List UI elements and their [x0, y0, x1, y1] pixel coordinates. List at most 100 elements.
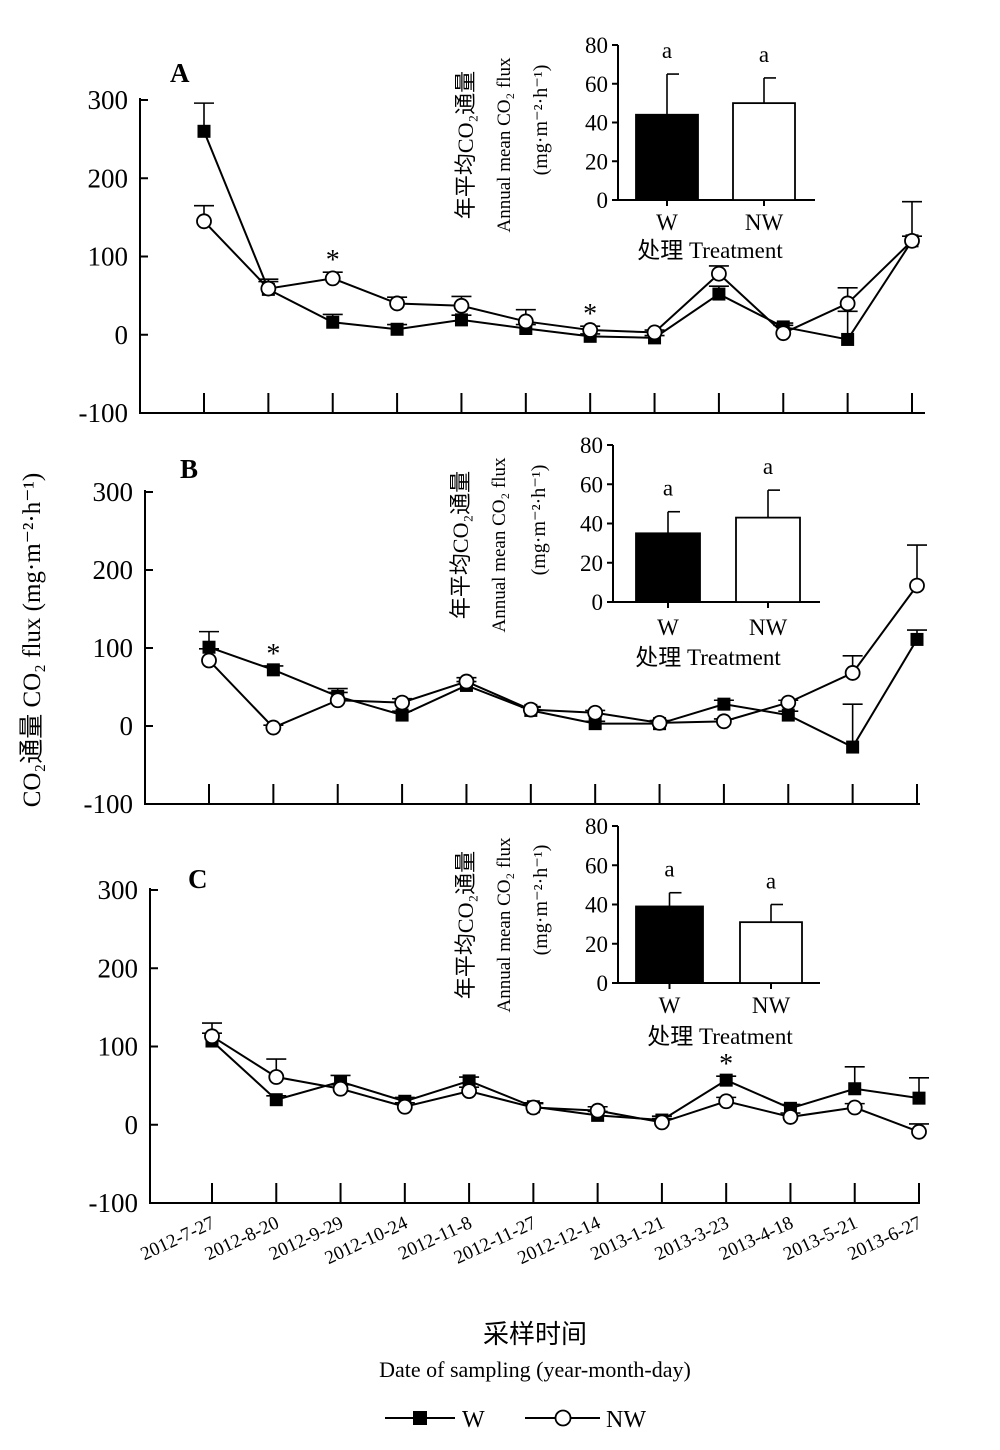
point-nw: [453, 297, 470, 314]
legend: W NW: [385, 1407, 646, 1433]
inset-bar-w: [635, 905, 704, 984]
y-tick-label: 100: [93, 633, 134, 663]
point-w: [719, 1073, 733, 1087]
inset-y-tick-label: 20: [585, 932, 608, 957]
point-nw: [782, 1109, 799, 1125]
significance-star: *: [583, 299, 597, 330]
point-nw: [909, 577, 925, 594]
point-w: [395, 708, 409, 722]
panel-label: A: [170, 58, 190, 88]
point-nw: [716, 713, 732, 730]
point-nw: [846, 1099, 863, 1116]
y-tick-label: -100: [89, 1188, 139, 1218]
point-w: [781, 708, 795, 722]
point-nw: [265, 719, 282, 736]
point-w: [712, 287, 726, 301]
y-tick-label: 300: [98, 875, 139, 905]
point-w: [846, 740, 860, 754]
inset-y-tick-label: 80: [585, 33, 608, 58]
inset-y-label-en: Annual mean CO₂ flux: [494, 57, 515, 232]
point-nw: [718, 1093, 735, 1110]
significance-star: *: [719, 1049, 733, 1080]
y-tick-label: 0: [115, 320, 129, 350]
point-nw: [522, 701, 539, 718]
point-nw: [911, 1123, 927, 1140]
series-line-nw: [211, 1035, 920, 1133]
y-tick-label: -100: [79, 398, 129, 428]
inset-y-tick-label: 60: [585, 72, 608, 97]
point-nw: [196, 213, 212, 230]
point-w: [269, 1093, 283, 1107]
point-w: [454, 313, 468, 327]
inset-b: 80 60 40 20 0 Wa NW a 处理 Treatment 年平均CO₂通量 Annual…: [448, 433, 820, 670]
point-w: [202, 640, 216, 654]
inset-category-label: NW: [752, 993, 791, 1018]
series-line-w: [211, 1040, 920, 1122]
inset-letter: a: [766, 869, 776, 894]
point-nw: [589, 1102, 606, 1119]
inset-y-label-cn: 年平均CO₂通量: [448, 471, 473, 619]
y-tick-label: 100: [88, 242, 129, 272]
point-w: [197, 124, 211, 138]
point-w: [717, 697, 731, 711]
point-w: [326, 315, 340, 329]
inset-bar-nw: [739, 921, 803, 984]
inset-x-label: 处理 Treatment: [635, 645, 781, 670]
series-line-nw: [208, 585, 918, 729]
point-nw: [394, 694, 410, 711]
inset-letter: a: [763, 454, 773, 479]
inset-letter: a: [663, 476, 673, 501]
inset-y-tick-label: 40: [585, 111, 608, 136]
inset-y-tick-label: 0: [597, 188, 609, 213]
inset-y-tick-label: 40: [580, 512, 603, 537]
inset-y-tick-label: 0: [592, 590, 604, 615]
inset-bar-w: [635, 113, 699, 201]
point-nw: [324, 270, 341, 287]
y-tick-label: 200: [98, 953, 139, 983]
point-nw: [582, 322, 599, 338]
point-nw: [204, 1028, 220, 1045]
inset-y-tick-label: 60: [580, 472, 603, 497]
y-tick-label: 0: [125, 1110, 139, 1140]
inset-category-label: W: [657, 615, 679, 640]
point-nw: [389, 295, 405, 312]
series-line-w: [203, 130, 913, 341]
point-nw: [587, 704, 604, 721]
point-nw: [525, 1099, 542, 1116]
inset-category-label: W: [656, 210, 678, 235]
point-w: [266, 663, 280, 677]
point-nw: [654, 1114, 670, 1131]
y-tick-label: 200: [88, 163, 129, 193]
inset-y-label-en: Annual mean CO₂ flux: [494, 837, 515, 1012]
y-axis-label: CO₂通量 CO₂ flux (mg·m⁻²·h⁻¹): [19, 473, 46, 808]
point-nw: [839, 295, 856, 312]
point-nw: [329, 692, 346, 709]
panel-label: C: [188, 864, 208, 894]
significance-star: *: [326, 245, 340, 276]
inset-bar-w: [635, 532, 701, 603]
point-w: [390, 322, 404, 336]
point-nw: [332, 1080, 349, 1097]
inset-bar-nw: [735, 516, 801, 603]
inset-y-label-en: Annual mean CO₂ flux: [489, 457, 510, 632]
x-axis-label-en: Date of sampling (year-month-day): [379, 1357, 691, 1382]
inset-y-tick-label: 0: [597, 971, 609, 996]
inset-letter: a: [664, 857, 674, 882]
point-nw: [651, 714, 668, 731]
legend-marker-w: [413, 1411, 427, 1425]
point-nw: [268, 1069, 285, 1085]
inset-a: 80 60 40 20 0 Wa NW a 处理 Treatment 年平均CO₂通量 Annual…: [453, 33, 815, 263]
inset-y-tick-label: 20: [580, 551, 603, 576]
y-tick-label: -100: [84, 789, 134, 819]
legend-label-nw: NW: [606, 1407, 646, 1433]
inset-y-tick-label: 20: [585, 149, 608, 174]
point-nw: [780, 694, 797, 711]
x-tick-labels: 2012-7-272012-8-202012-9-292012-10-24201…: [137, 1212, 925, 1269]
point-nw: [646, 324, 663, 341]
legend-marker-nw: [554, 1409, 572, 1427]
point-nw: [396, 1098, 413, 1115]
panel-label: B: [180, 454, 198, 484]
